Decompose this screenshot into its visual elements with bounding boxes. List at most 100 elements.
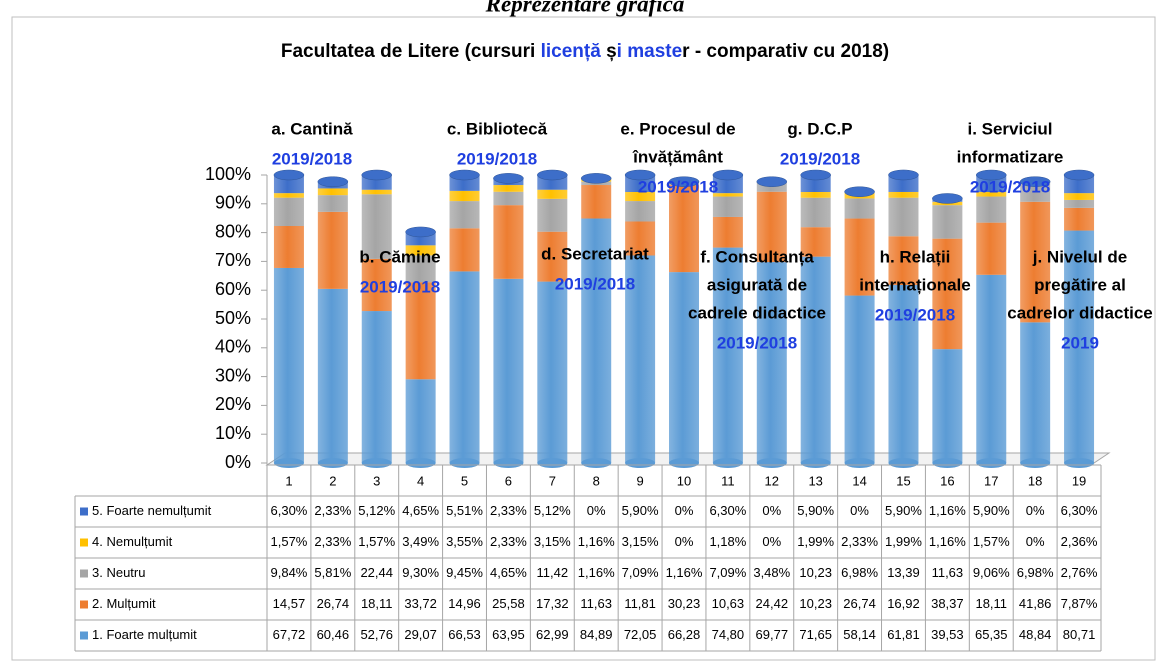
bar-segment [1064,199,1095,208]
data-label: 18,11 [975,596,1007,611]
bar-segment [493,205,524,279]
data-label: 84,89 [580,627,613,642]
bar-segment [361,194,392,259]
data-label: 0% [850,503,869,518]
data-label: 14,57 [273,596,306,611]
bar-cap [1063,169,1095,181]
bar-segment [756,191,787,263]
title-part: r - comparativ cu 2018) [682,41,889,62]
y-tick-label: 30% [215,365,251,385]
data-label: 2,33% [490,534,527,549]
data-label: 30,23 [668,596,701,611]
y-tick-label: 0% [225,452,251,472]
bar-segment [800,227,831,257]
bar-cap [932,193,963,204]
bar-cap [493,173,524,184]
annotation: e. Procesul de [620,119,735,138]
annotation: j. Nivelul de [1032,247,1127,266]
bar-segment [1064,230,1095,463]
bar-segment [317,188,348,196]
data-label: 39,53 [931,627,964,642]
data-label: 2,33% [490,503,527,518]
y-tick-label: 50% [215,308,251,328]
data-label: 5,12% [534,503,571,518]
bar-segment [712,193,743,197]
data-label: 58,14 [843,627,876,642]
data-label: 7,87% [1061,596,1098,611]
page-title: Reprezentare grafică [485,0,685,16]
data-label: 48,84 [1019,627,1052,642]
data-label: 0% [675,534,694,549]
bar-segment [976,222,1007,275]
bar-segment [537,281,568,463]
legend-label: 2. Mulțumit [92,596,156,611]
data-label: 2,33% [314,534,351,549]
data-label: 2,33% [314,503,351,518]
data-label: 6,98% [841,565,878,580]
bar-segment [932,238,963,350]
annotation: g. D.C.P [787,119,852,138]
data-label: 2,36% [1061,534,1098,549]
data-label: 5,81% [314,565,351,580]
data-label: 9,84% [271,565,308,580]
data-label: 9,30% [402,565,439,580]
y-tick-label: 70% [215,250,251,270]
y-tick-label: 100% [205,164,251,184]
data-label: 1,16% [929,534,966,549]
x-tick-label: 3 [373,473,380,488]
annotation: h. Relații [880,247,951,266]
bar-segment [932,349,963,463]
bar-segment [493,191,524,206]
bar-segment [1064,207,1095,231]
data-label: 1,16% [578,534,615,549]
bar-segment [976,274,1007,463]
data-label: 5,90% [973,503,1010,518]
bar-segment [844,198,875,219]
data-label: 1,16% [929,503,966,518]
bar-segment [932,205,963,239]
annotation-year: 2019/2018 [272,149,352,168]
bar-segment [537,198,568,232]
title-part: i maste [617,41,682,62]
data-label: 13,39 [887,565,920,580]
data-label: 25,58 [492,596,525,611]
annotation: i. Serviciul [967,119,1052,138]
data-label: 5,90% [622,503,659,518]
bar-segment [800,191,831,198]
data-label: 26,74 [843,596,876,611]
bar-segment [976,196,1007,223]
data-label: 29,07 [404,627,437,642]
annotation: cadrelor didactice [1007,303,1153,322]
annotation-year: 2019/2018 [555,274,635,293]
title-part: licență [541,41,602,62]
bar-cap [624,169,656,181]
x-tick-label: 2 [329,473,336,488]
bar-segment [1020,201,1051,323]
data-label: 1,57% [271,534,308,549]
bar-segment [449,228,480,272]
data-label: 22,44 [360,565,393,580]
y-tick-label: 90% [215,193,251,213]
bar-segment [273,197,304,227]
annotation-year: 2019/2018 [457,149,537,168]
annotation: d. Secretariat [541,244,649,263]
bar-segment [712,216,743,248]
x-tick-label: 15 [896,473,910,488]
data-label: 17,32 [536,596,569,611]
annotation-year: 2019/2018 [780,149,860,168]
data-label: 80,71 [1063,627,1096,642]
data-label: 0% [675,503,694,518]
data-label: 3,49% [402,534,439,549]
data-label: 3,48% [753,565,790,580]
x-tick-label: 12 [765,473,779,488]
bar-cap [537,169,568,181]
data-label: 61,81 [887,627,920,642]
bar-segment [844,218,875,296]
data-label: 0% [762,503,781,518]
title-part: ș [601,41,617,62]
bar-segment [405,255,436,283]
data-label: 1,16% [578,565,615,580]
title-part: Facultatea de Litere (cursuri [281,41,541,62]
data-label: 16,92 [887,596,920,611]
bar-segment [493,278,524,463]
